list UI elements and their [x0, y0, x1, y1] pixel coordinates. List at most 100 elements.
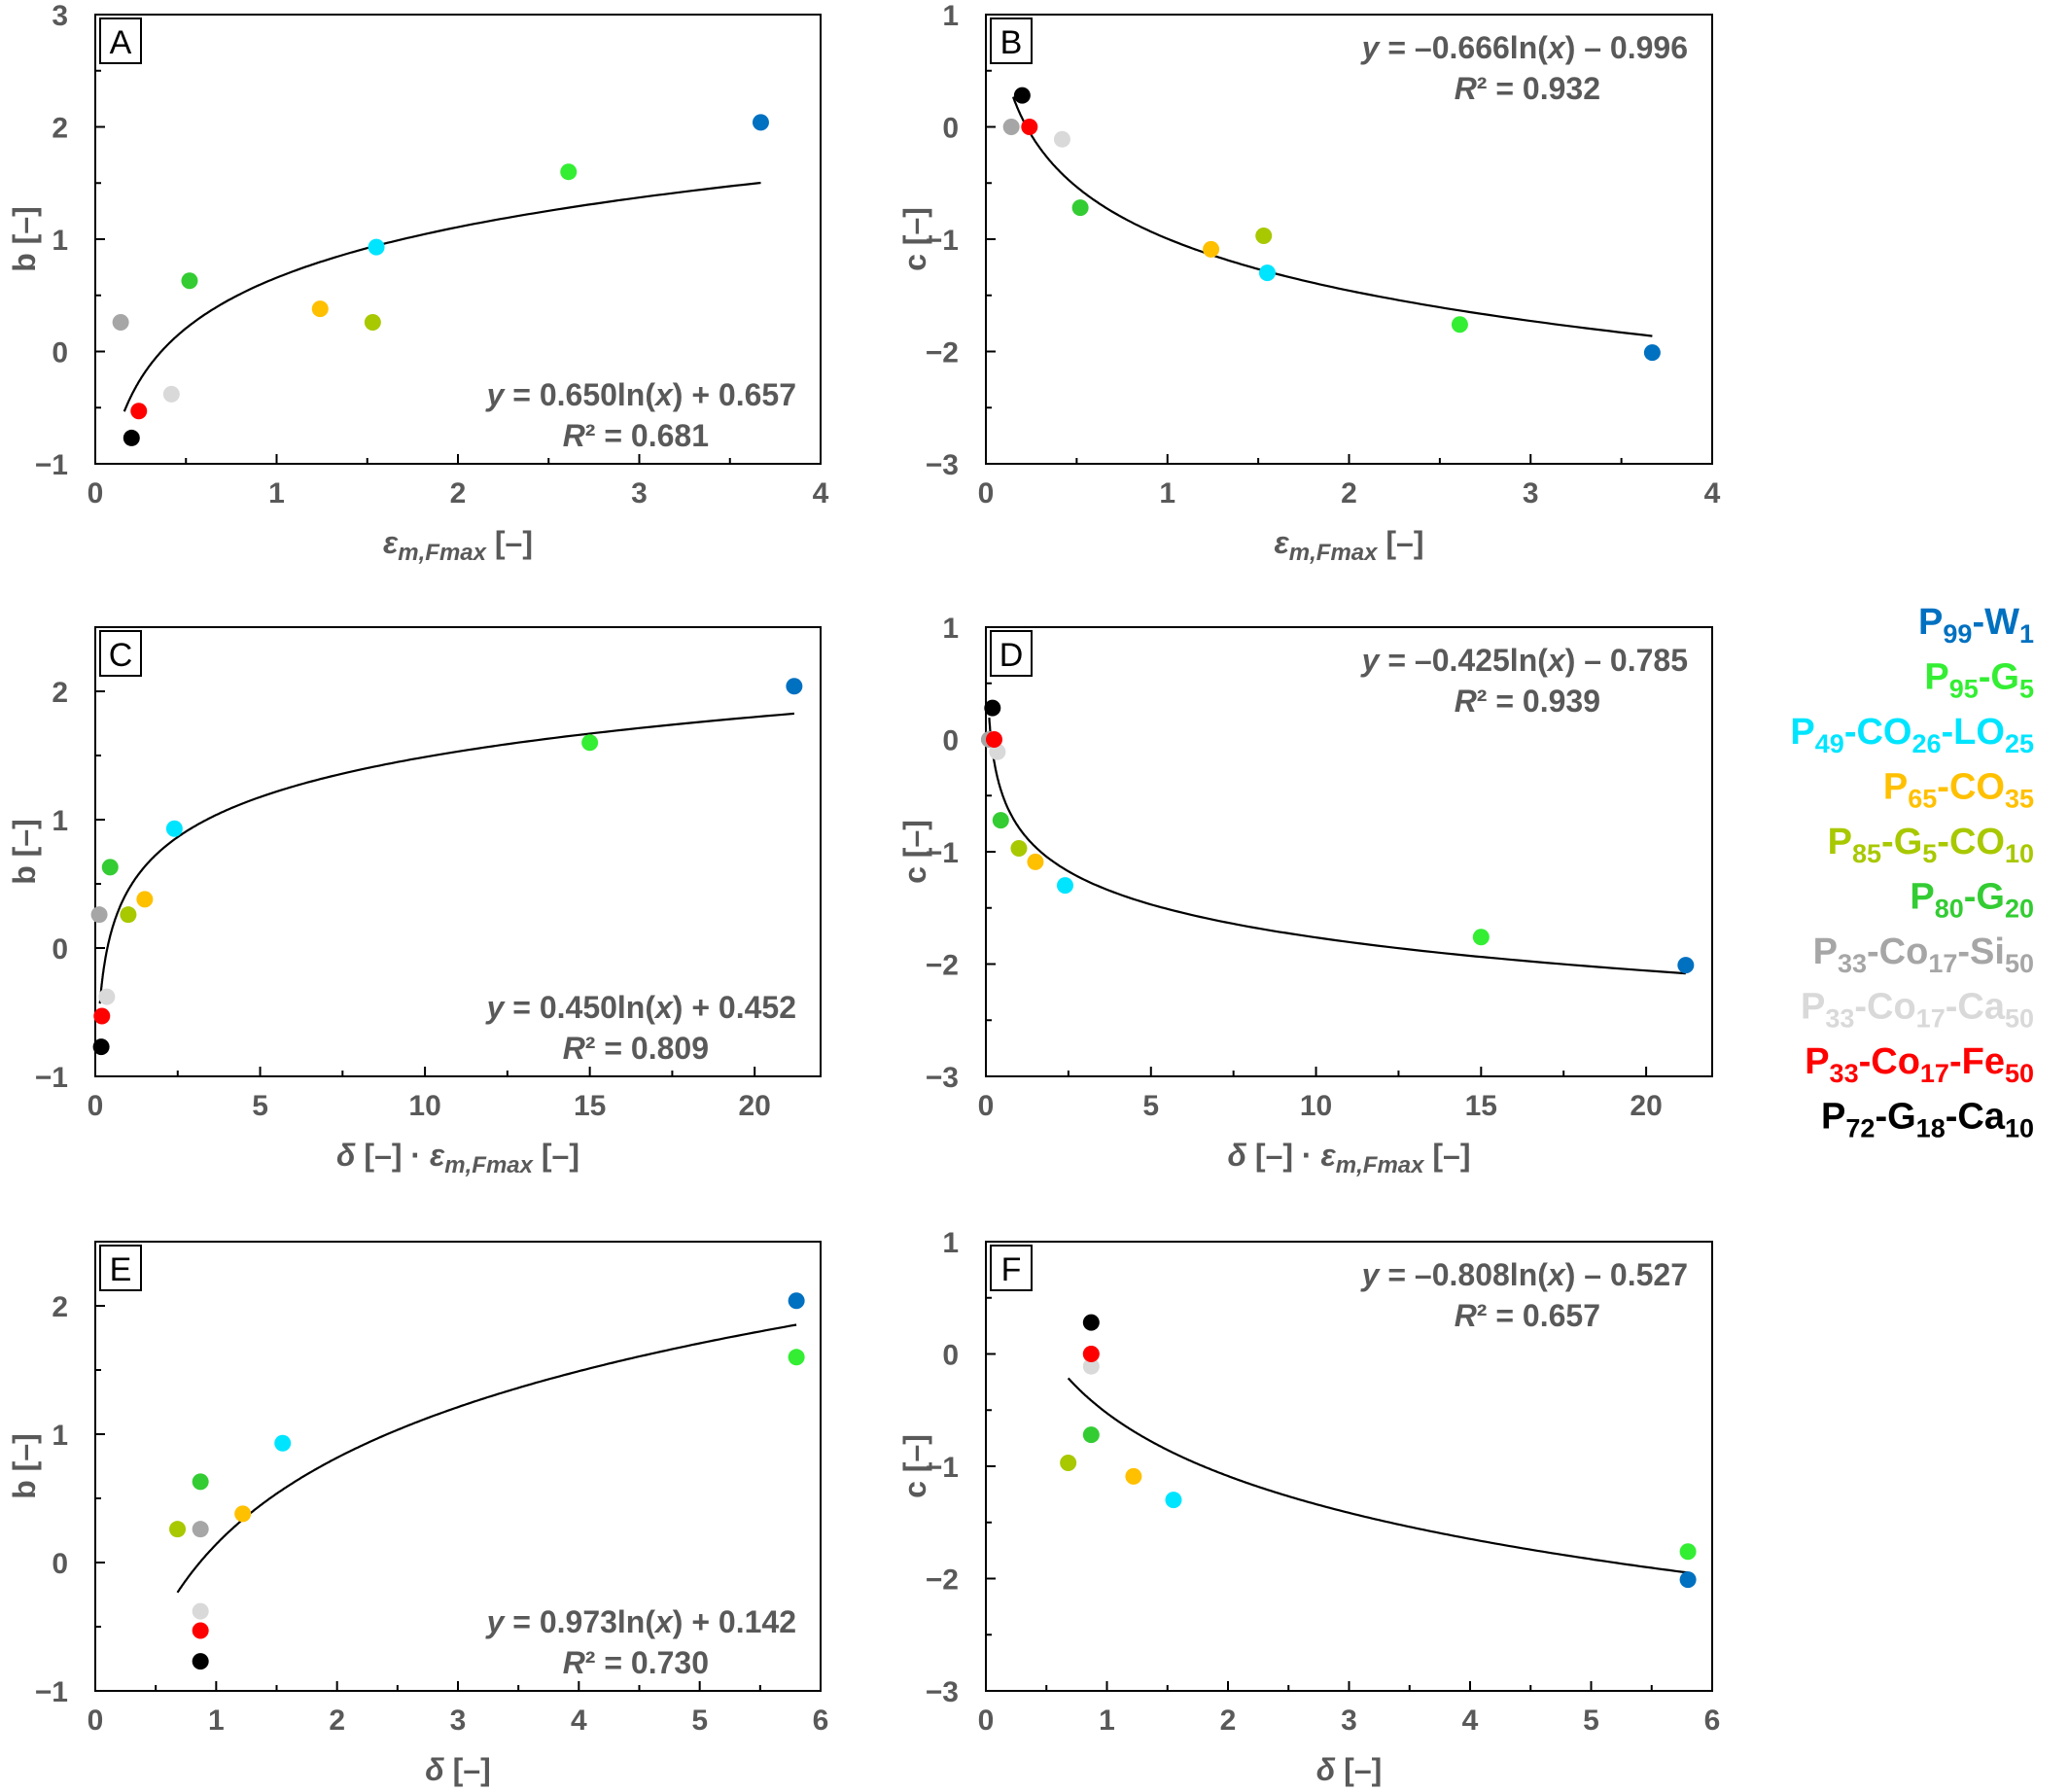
y-tick-label: 1	[942, 613, 959, 645]
svg-text:E: E	[110, 1251, 132, 1288]
data-point	[364, 313, 381, 331]
y-tick-label: −2	[926, 950, 959, 982]
x-tick-label: 15	[574, 1090, 606, 1122]
data-point	[162, 385, 180, 403]
x-tick-label: 20	[738, 1090, 770, 1122]
x-tick-label: 2	[450, 477, 467, 509]
x-tick-label: 20	[1630, 1090, 1662, 1122]
x-tick-label: 1	[1159, 477, 1175, 509]
x-tick-label: 2	[1220, 1704, 1237, 1737]
x-axis-label: εm,Fmax [–]	[1274, 525, 1423, 566]
legend-item: P80-G20	[1910, 877, 2034, 924]
r-squared: R² = 0.809	[563, 1031, 709, 1066]
data-point	[1677, 957, 1695, 974]
plot-frame	[94, 626, 822, 1077]
data-point	[1027, 853, 1044, 870]
x-tick-label: 4	[813, 477, 829, 509]
data-point	[120, 906, 137, 924]
x-tick-label: 10	[1300, 1090, 1332, 1122]
x-tick-label: 0	[88, 1704, 104, 1737]
data-point	[130, 403, 148, 420]
data-point	[1021, 119, 1038, 135]
fit-equation: y = –0.808ln(x) – 0.527	[1360, 1257, 1688, 1292]
x-tick-label: 0	[88, 1090, 104, 1122]
data-point	[123, 429, 140, 446]
fit-curve	[176, 1323, 797, 1594]
y-tick-label: −2	[926, 337, 959, 369]
y-tick-label: 2	[52, 1291, 68, 1323]
y-axis-label: c [–]	[897, 207, 932, 271]
y-tick-label: −3	[926, 1062, 959, 1094]
legend-item: P99-W1	[1918, 602, 2034, 649]
data-point	[992, 812, 1009, 829]
data-point	[92, 1038, 110, 1056]
y-tick-label: −3	[926, 449, 959, 481]
legend-item: P49-CO26-LO25	[1790, 712, 2034, 758]
panel-letter: E	[99, 1245, 142, 1291]
data-point	[985, 731, 1002, 748]
y-tick-label: 1	[942, 1227, 959, 1259]
y-tick-label: 1	[52, 225, 68, 257]
legend-item: P33-Co17-Si50	[1813, 931, 2034, 978]
data-point	[1255, 228, 1273, 245]
data-point	[560, 163, 578, 181]
fit-equation: y = –0.425ln(x) – 0.785	[1360, 643, 1688, 678]
legend-item: P33-Co17-Ca50	[1801, 987, 2034, 1034]
panel-letter: B	[990, 18, 1033, 64]
x-tick-label: 4	[571, 1704, 587, 1737]
x-tick-label: 3	[450, 1704, 467, 1737]
data-point	[98, 988, 116, 1005]
data-point	[1258, 264, 1276, 282]
data-point	[112, 313, 129, 331]
x-tick-label: 1	[208, 1704, 225, 1737]
data-point	[1002, 119, 1020, 135]
x-tick-label: 5	[1142, 1090, 1159, 1122]
y-axis-label: b [–]	[7, 819, 42, 885]
data-point	[752, 114, 769, 131]
r-squared: R² = 0.681	[563, 418, 709, 453]
data-point	[1056, 877, 1073, 895]
data-point	[1643, 344, 1661, 362]
y-tick-label: 2	[52, 677, 68, 709]
panel-letter: F	[990, 1245, 1033, 1291]
y-tick-label: −1	[35, 1062, 68, 1094]
data-point	[786, 678, 803, 695]
data-point	[181, 272, 198, 290]
x-tick-label: 4	[1462, 1704, 1479, 1737]
fit-equation: y = 0.973ln(x) + 0.142	[485, 1604, 796, 1639]
legend: P99-W1 P95-G5 P49-CO26-LO25 P65-CO35 P85-G5-…	[1790, 602, 2034, 1143]
fit-curve	[123, 181, 761, 412]
data-point	[1451, 316, 1468, 334]
data-point	[1082, 1357, 1100, 1375]
y-tick-label: 1	[52, 1420, 68, 1452]
y-tick-label: −2	[926, 1564, 959, 1597]
x-tick-label: 1	[1099, 1704, 1115, 1737]
y-tick-label: 0	[52, 337, 68, 369]
y-tick-label: 0	[942, 113, 959, 145]
data-point	[788, 1349, 805, 1366]
y-tick-label: −1	[35, 449, 68, 481]
r-squared: R² = 0.657	[1455, 1298, 1600, 1333]
y-axis-label: b [–]	[7, 206, 42, 272]
x-tick-label: 5	[1583, 1704, 1599, 1737]
panel-a: 0 1 2 3 4 −1 0 1 2 3 εm,Fmax [–] b [–] Ay = 0.650ln(…	[7, 0, 829, 566]
y-tick-label: −1	[35, 1676, 68, 1708]
x-tick-label: 3	[631, 477, 648, 509]
data-point	[192, 1602, 209, 1620]
x-tick-label: 6	[1704, 1704, 1721, 1737]
data-point	[368, 238, 385, 256]
y-axis-label: c [–]	[897, 820, 932, 884]
y-axis-label: b [–]	[7, 1433, 42, 1499]
x-tick-label: 5	[252, 1090, 268, 1122]
x-axis-label: δ [–]	[1316, 1752, 1383, 1787]
legend-item: P95-G5	[1924, 657, 2034, 704]
data-point	[192, 1473, 209, 1491]
data-point	[234, 1505, 252, 1523]
data-point	[169, 1521, 187, 1538]
panel-letter: C	[99, 630, 142, 677]
legend-item: P65-CO35	[1883, 767, 2034, 814]
legend-item: P85-G5-CO10	[1828, 822, 2034, 868]
x-axis-label: εm,Fmax [–]	[383, 525, 533, 566]
plot-frame	[985, 14, 1713, 465]
